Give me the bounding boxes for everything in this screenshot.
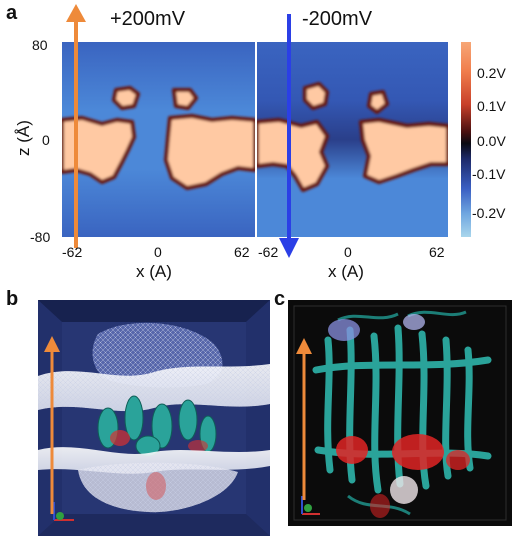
y-tick-top: 80 <box>32 37 48 53</box>
panel-b-label: b <box>6 288 19 310</box>
x-tick-right-zero: 0 <box>344 244 352 260</box>
potential-map-positive <box>60 42 257 237</box>
protein-render-graphic <box>288 300 512 526</box>
panel-a-label: a <box>6 2 18 24</box>
panel-c-label: c <box>274 288 286 310</box>
negative-voltage-label: -200mV <box>302 8 373 30</box>
y-tick-bottom: -80 <box>30 229 51 245</box>
negative-field-arrow <box>279 14 299 258</box>
map-divider <box>255 42 257 237</box>
x-tick-right-max: 62 <box>429 244 445 260</box>
membrane-render-graphic <box>38 300 270 536</box>
colorbar-tick-4: -0.2V <box>472 205 506 221</box>
panel-a-y-axis-title: z (Å) <box>14 120 33 156</box>
x-tick-left-zero: 0 <box>154 244 162 260</box>
colorbar-tick-3: -0.1V <box>472 166 506 182</box>
panel-b-axis-arrow <box>44 336 60 514</box>
positive-field-arrow <box>66 4 86 248</box>
panel-a-x-axis-title-left: x (A) <box>136 262 172 281</box>
panel-a-x-axis-title-right: x (A) <box>328 262 364 281</box>
y-tick-middle: 0 <box>42 132 50 148</box>
colorbar <box>461 42 471 237</box>
x-tick-left-max: 62 <box>234 244 250 260</box>
membrane-render <box>38 300 270 536</box>
colorbar-tick-0: 0.2V <box>477 65 506 81</box>
colorbar-tick-1: 0.1V <box>477 98 506 114</box>
panel-c-axis-arrow <box>296 338 312 500</box>
potential-map-positive-graphic <box>60 42 257 237</box>
x-tick-left-min: -62 <box>62 244 83 260</box>
positive-voltage-label: +200mV <box>110 8 186 30</box>
x-tick-right-min: -62 <box>258 244 279 260</box>
protein-render <box>288 300 512 526</box>
colorbar-tick-2: 0.0V <box>477 133 506 149</box>
